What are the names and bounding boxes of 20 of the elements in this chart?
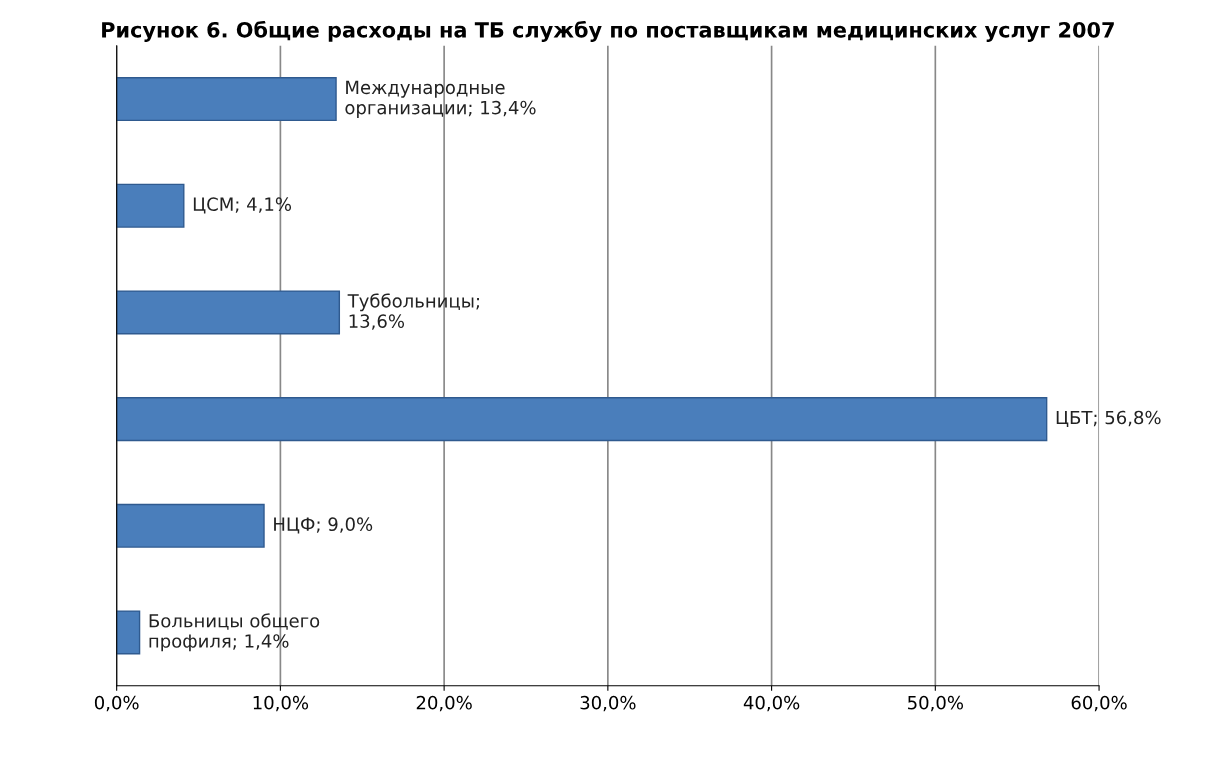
data-label: Международные организации; 13,4% — [345, 80, 536, 118]
data-label: НЦФ; 9,0% — [274, 517, 373, 534]
x-tick-label: 20,0% — [416, 695, 472, 712]
bar — [116, 397, 1048, 442]
bar — [116, 290, 341, 335]
x-tick-label: 0,0% — [94, 695, 139, 712]
x-tick-label: 60,0% — [1071, 695, 1127, 712]
data-label: Больницы общего профиля; 1,4% — [149, 613, 320, 652]
data-label: Туббольницы; 13,6% — [347, 293, 479, 330]
chart-title: Рисунок 6. Общие расходы на ТБ службу по поставщикам медицинских услуг 2007 — [102, 20, 1114, 42]
data-label: ЦСМ; 4,1% — [193, 197, 292, 214]
x-tick-label: 30,0% — [580, 695, 636, 712]
bar — [116, 183, 185, 228]
bar — [116, 610, 141, 655]
x-tick-label: 50,0% — [908, 695, 964, 712]
x-tick-label: 10,0% — [253, 695, 309, 712]
bar — [116, 503, 265, 548]
bar — [116, 77, 337, 122]
x-tick-label: 40,0% — [743, 695, 800, 712]
data-label: ЦБТ; 56,8% — [1056, 410, 1161, 427]
